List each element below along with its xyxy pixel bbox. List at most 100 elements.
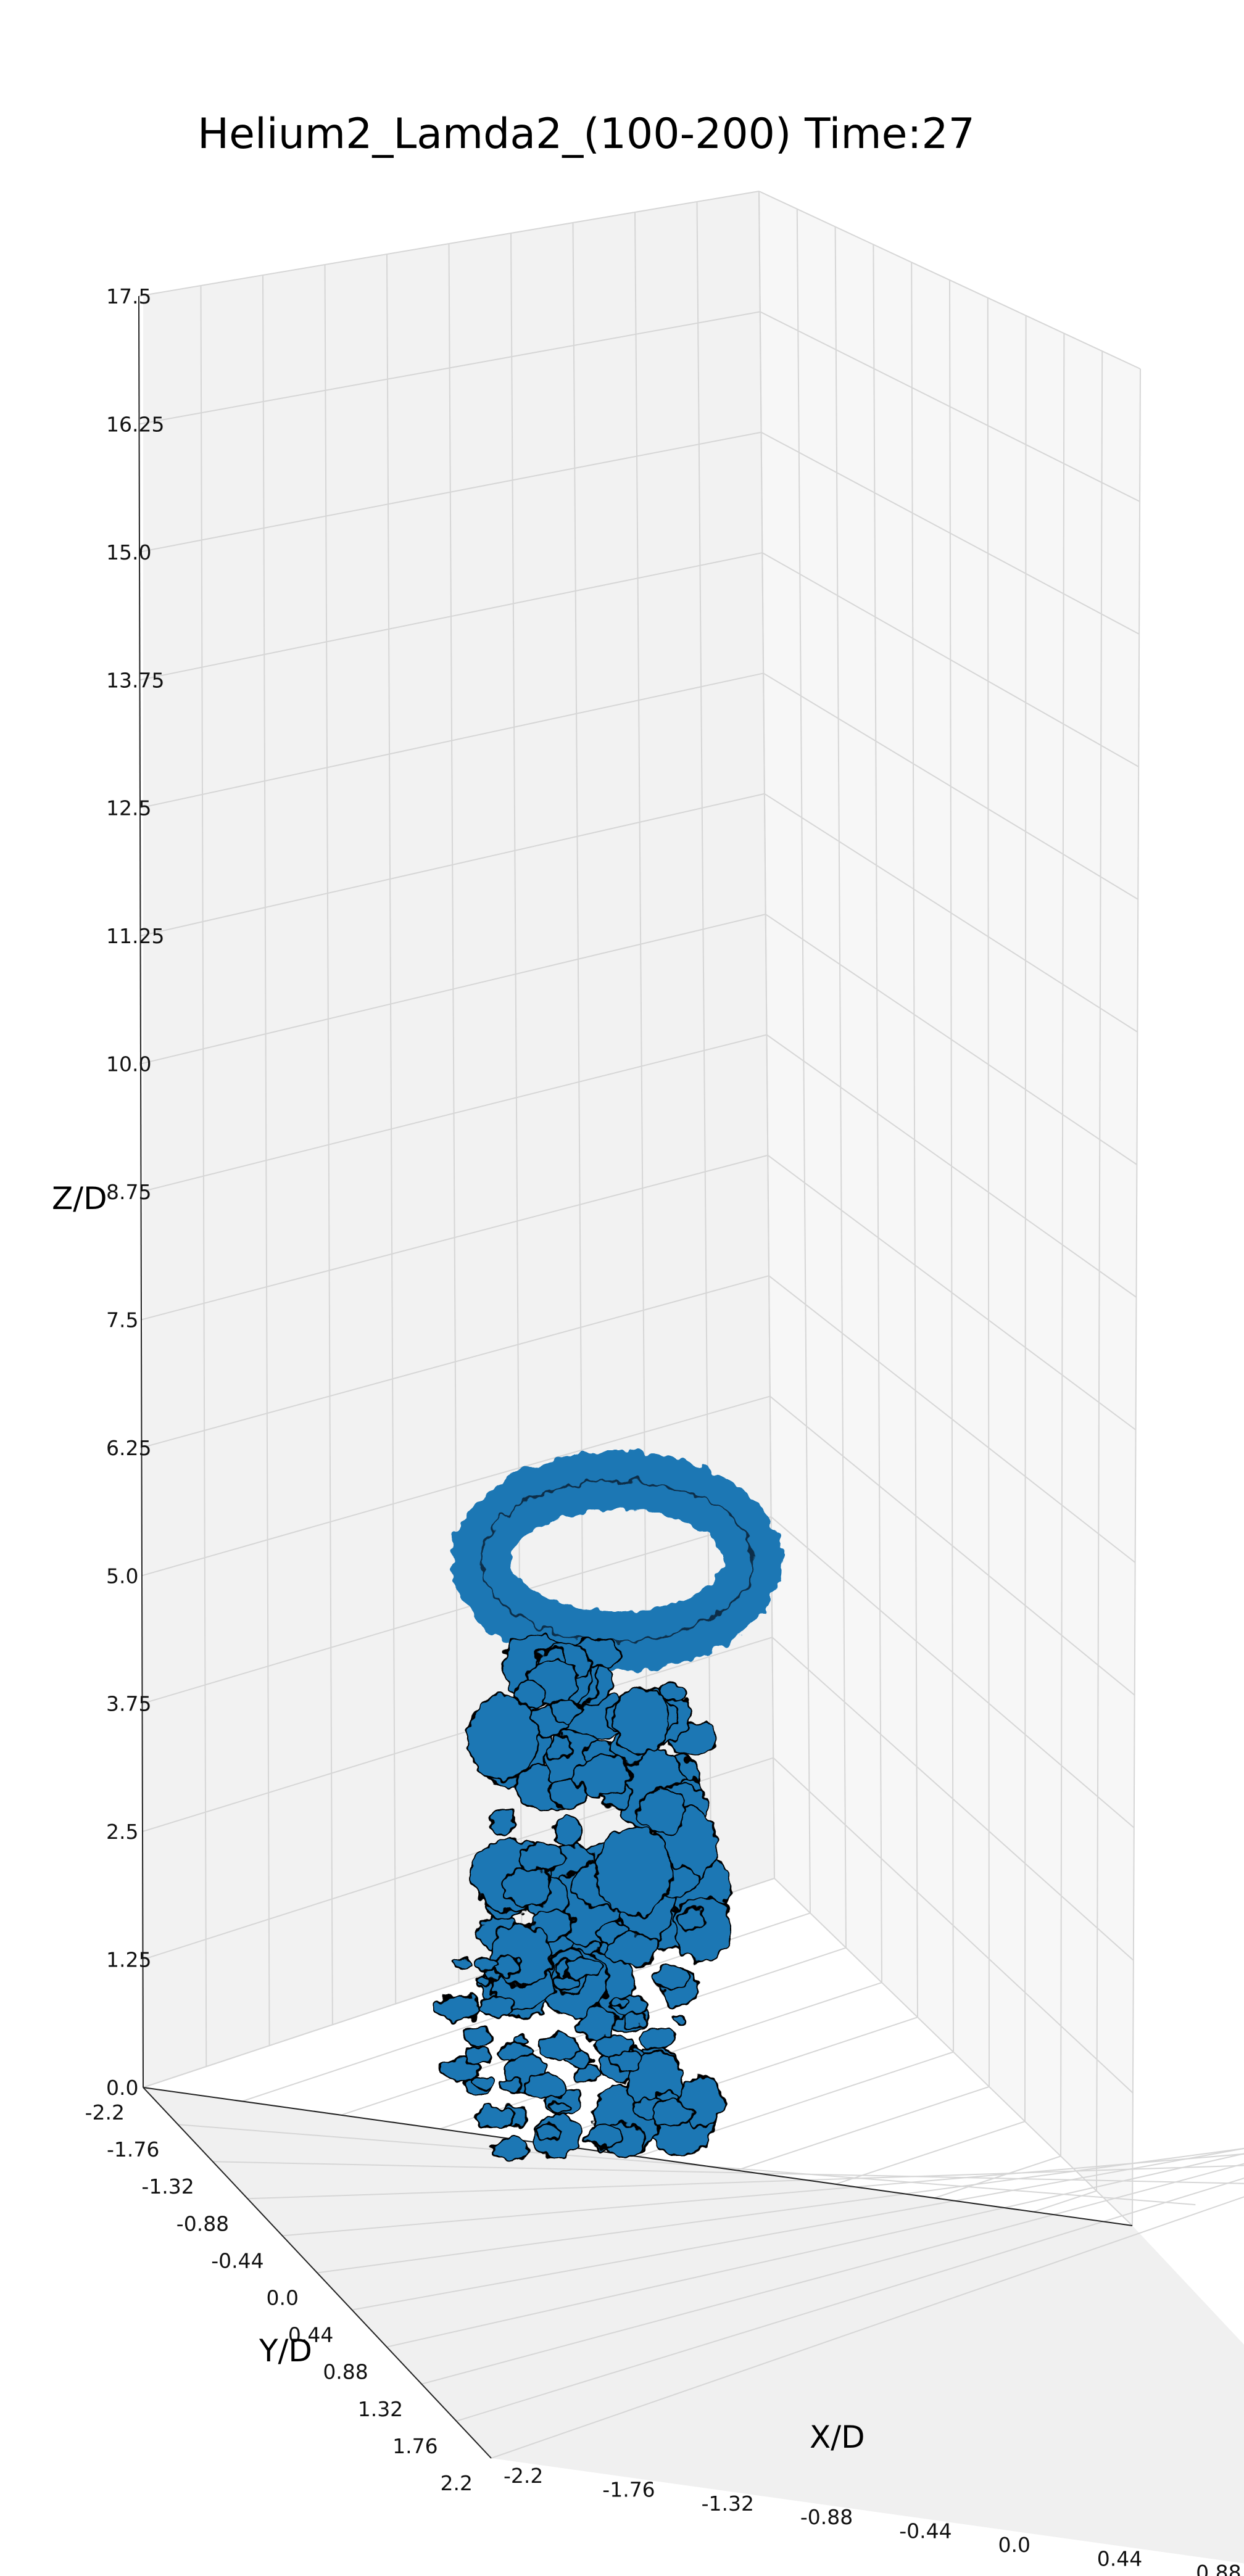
surface-fragment: [479, 1975, 494, 1985]
y-tick-label: 1.76: [392, 2434, 437, 2458]
grid-y-floor: [491, 2196, 1244, 2459]
y-axis-line: [143, 2087, 492, 2459]
surface-fragment: [462, 2046, 492, 2065]
grid-x-vert: [1132, 368, 1141, 2226]
grid-y-floor: [247, 2165, 1244, 2200]
grid-x-vert: [873, 244, 882, 1983]
x-tick-label: 0.44: [1097, 2546, 1142, 2570]
grid-y-floor: [352, 2147, 1244, 2311]
surface-blob: [656, 1682, 686, 1702]
z-axis-label: Z/D: [52, 1181, 107, 1216]
grid-x-vert: [1060, 333, 1065, 2157]
surface-blob: [678, 1908, 707, 1933]
grid-y-vert: [448, 243, 460, 1983]
surface-fragment: [441, 2058, 480, 2083]
grid-y-floor: [386, 2153, 1244, 2348]
z-tick-label: 0.0: [106, 2076, 138, 2100]
grid-y-floor: [178, 2124, 1196, 2206]
z-tick-label: 16.25: [106, 412, 164, 436]
grid-x-vert: [911, 262, 918, 2018]
surface-fragment: [537, 2034, 580, 2060]
grid-y-floor: [317, 2147, 1244, 2274]
y-axis-label: Y/D: [259, 2333, 312, 2369]
grid-y-floor: [282, 2153, 1244, 2237]
surface-fragment: [671, 2015, 686, 2025]
z-tick-label: 12.5: [106, 796, 151, 820]
surface-fragment: [475, 2105, 515, 2130]
surface-blob: [515, 1681, 548, 1708]
pane-xz: [759, 191, 1140, 2226]
surface-fragment: [535, 2124, 562, 2142]
grid-x-floor: [736, 2086, 990, 2171]
z-tick-label: 1.25: [106, 1948, 151, 1972]
surface-blob: [501, 1867, 553, 1908]
x-tick-label: -1.76: [602, 2477, 655, 2501]
surface-fragment: [524, 2074, 566, 2100]
pane-xy: [143, 2087, 1244, 2564]
grid-x-vert: [949, 279, 954, 2052]
surface-fragment: [639, 2026, 676, 2049]
x-axis-label: X/D: [810, 2419, 865, 2455]
surface-fragment: [478, 1996, 514, 2018]
surface-blob: [554, 1814, 583, 1847]
z-axis-line: [138, 295, 144, 2088]
grid-lines: [138, 191, 1244, 2459]
y-tick-label: 0.44: [288, 2323, 333, 2347]
z-tick-label: 8.75: [106, 1180, 151, 1204]
surface-fragment: [450, 1957, 471, 1970]
surface-blob: [637, 1788, 687, 1835]
axis-panes: [143, 191, 1244, 2564]
surface-blob: [489, 1806, 517, 1835]
y-tick-label: -0.88: [176, 2211, 229, 2235]
surface-fragment: [651, 1965, 692, 1991]
x-tick-label: -0.88: [800, 2505, 853, 2529]
surface-fragment: [575, 2066, 600, 2083]
surface-blob: [594, 1828, 673, 1917]
surface-blob: [547, 1735, 574, 1760]
surface-fragment: [650, 2100, 694, 2128]
surface-fragment: [549, 2100, 571, 2115]
surface-blob: [607, 1932, 660, 1968]
grid-y-vert: [386, 254, 397, 2004]
grid-y-vert: [324, 264, 333, 2025]
y-tick-label: -2.2: [85, 2100, 125, 2124]
surface-fragment: [461, 2027, 492, 2047]
y-tick-label: -0.44: [211, 2248, 263, 2273]
surface-fragment: [491, 2137, 529, 2161]
grid-x-vert: [1096, 351, 1103, 2191]
surface-fragment: [608, 2051, 642, 2072]
x-axis-line: [143, 2087, 1133, 2226]
surface-fragment: [621, 2012, 647, 2028]
y-tick-label: 2.2: [441, 2471, 473, 2495]
z-tick-label: 2.5: [106, 1820, 138, 1844]
x-tick-label: -0.44: [899, 2519, 952, 2543]
surface-fragment: [609, 1996, 628, 2007]
surface-fragment: [434, 1994, 481, 2023]
surface-blob: [550, 1697, 581, 1724]
x-tick-label: -1.32: [702, 2491, 754, 2516]
surface-fragment: [586, 2124, 623, 2148]
z-tick-label: 5.0: [106, 1564, 138, 1588]
x-tick-label: 0.0: [998, 2533, 1030, 2557]
surface-fragment: [500, 2077, 523, 2092]
z-tick-label: 13.75: [106, 668, 164, 692]
surface-fragment: [512, 2035, 527, 2045]
surface-fragment: [563, 1955, 600, 1979]
isosurface: [434, 1451, 782, 2161]
grid-x-floor: [934, 2155, 1061, 2199]
grid-x-vert: [796, 208, 811, 1913]
chart-title: Helium2_Lamda2_(100-200) Time:27: [197, 110, 975, 159]
x-tick-label: -2.2: [504, 2464, 543, 2488]
surface-fragment: [471, 2075, 494, 2089]
z-tick-label: 7.5: [106, 1308, 138, 1332]
y-tick-label: -1.76: [107, 2137, 159, 2161]
z-tick-label: 15.0: [106, 540, 151, 564]
y-tick-label: 0.0: [267, 2286, 299, 2310]
grid-x-vert: [987, 297, 990, 2087]
surface-blob: [466, 1695, 539, 1781]
grid-y-vert: [262, 275, 270, 2046]
tick-labels: 0.0 1.25 2.5 3.75 5.0 6.25 7.5 8.75 10.0 11.25 12.…: [85, 284, 1242, 2576]
grid-x-floor: [835, 2121, 1026, 2185]
grid-y-floor: [212, 2161, 1244, 2184]
y-tick-label: -1.32: [141, 2174, 194, 2198]
